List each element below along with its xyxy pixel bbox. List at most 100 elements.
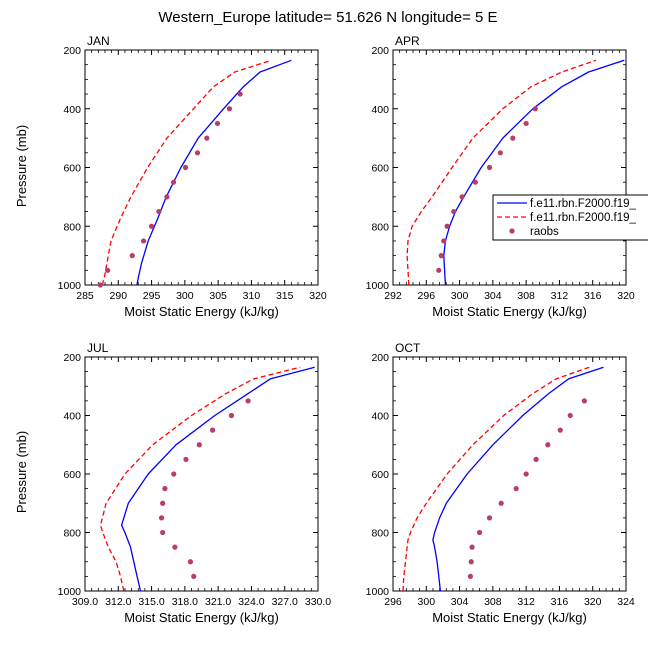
x-tick-label: 315.0 <box>138 596 164 608</box>
raobs-point <box>162 486 168 492</box>
raobs-point <box>459 194 465 200</box>
raobs-point <box>451 208 457 215</box>
x-axis-label: Moist Static Energy (kJ/kg) <box>124 304 279 319</box>
raobs-point <box>148 223 155 229</box>
x-tick-label: 324.0 <box>238 596 264 608</box>
y-tick-label: 1000 <box>58 586 82 598</box>
x-tick-label: 300 <box>451 290 469 302</box>
x-tick-label: 304 <box>484 290 502 302</box>
x-tick-label: 316 <box>584 290 602 302</box>
y-tick-label: 400 <box>371 104 389 116</box>
raobs-point <box>160 500 166 506</box>
panels-group: JAN 285 290 295 300 305 310 315 320 200 400 600 800 1… <box>58 34 635 625</box>
raobs-point <box>444 223 450 229</box>
x-tick-label: 312.0 <box>105 596 131 608</box>
raobs-point <box>497 150 503 156</box>
legend-label-raobs: raobs <box>530 226 559 238</box>
x-tick-label: 285 <box>76 290 94 302</box>
raobs-point <box>172 544 178 550</box>
panel-oct: OCT 296 300 304 308 312 316 320 324 200 400 600 800 1… <box>366 341 635 625</box>
raobs-point <box>532 106 538 112</box>
raobs-point <box>476 529 483 536</box>
x-tick-label: 295 <box>143 290 161 302</box>
x-axis-label: Moist Static Energy (kJ/kg) <box>124 610 279 625</box>
raobs-point <box>545 442 551 448</box>
series-line-dashed <box>101 59 272 286</box>
plot-frame <box>84 356 319 592</box>
x-tick-label: 315 <box>276 290 294 302</box>
legend-label-model2: f.e11.rbn.F2000.f19_ <box>530 212 637 224</box>
raobs-point <box>171 471 177 477</box>
y-tick-label: 800 <box>63 221 81 233</box>
raobs-point <box>567 412 573 419</box>
plot-frame <box>392 356 627 592</box>
y-axis-label-bottom: Pressure (mb) <box>14 431 29 513</box>
x-tick-label: 300 <box>176 290 194 302</box>
y-tick-label: 600 <box>371 163 389 175</box>
panel-title: JUL <box>87 341 109 355</box>
raobs-point <box>194 150 201 156</box>
x-tick-label: 296 <box>418 290 436 302</box>
y-tick-label: 1000 <box>366 280 390 292</box>
x-tick-label: 305 <box>209 290 227 302</box>
x-tick-label: 312 <box>551 290 569 302</box>
y-tick-label: 1000 <box>366 586 390 598</box>
y-tick-label: 800 <box>371 221 389 233</box>
y-tick-label: 400 <box>371 411 389 423</box>
y-tick-label: 600 <box>63 163 81 175</box>
raobs-point <box>228 412 235 419</box>
x-tick-label: 304 <box>451 596 469 608</box>
raobs-point <box>472 179 478 185</box>
y-tick-label: 200 <box>371 352 389 364</box>
raobs-point <box>468 559 474 565</box>
x-tick-label: 309.0 <box>72 596 98 608</box>
figure-title: Western_Europe latitude= 51.626 N longit… <box>158 9 497 26</box>
raobs-point <box>97 282 103 288</box>
panel-jan: JAN 285 290 295 300 305 310 315 320 200 400 600 800 1… <box>58 34 327 319</box>
y-tick-label: 200 <box>371 45 389 57</box>
legend-label-model1: f.e11.rbn.F2000.f19_ <box>530 198 637 210</box>
x-tick-label: 308 <box>517 290 535 302</box>
raobs-point <box>557 427 563 433</box>
raobs-point <box>226 106 233 112</box>
x-tick-label: 300 <box>418 596 436 608</box>
raobs-point <box>513 486 519 492</box>
series-line-dashed <box>99 366 301 592</box>
raobs-point <box>581 398 587 404</box>
legend: f.e11.rbn.F2000.f19_ f.e11.rbn.F2000.f19… <box>492 194 648 241</box>
panel-apr: APR 292 296 300 304 308 312 316 320 200 400 600 800 1… <box>366 34 635 319</box>
raobs-point <box>187 559 194 565</box>
raobs-point <box>441 238 447 244</box>
x-tick-label: 320 <box>617 290 635 302</box>
raobs-point <box>237 91 243 97</box>
raobs-point <box>196 442 202 448</box>
raobs-point <box>498 500 504 506</box>
series-line-solid <box>432 366 604 592</box>
raobs-point <box>436 267 442 273</box>
panel-jul: JUL 309.0 312.0 315.0 318.0 321.0 324.0 327.0 33… <box>58 341 332 625</box>
y-tick-label: 200 <box>63 352 81 364</box>
raobs-point <box>158 515 165 521</box>
raobs-point <box>156 208 162 215</box>
raobs-point <box>245 398 251 404</box>
panel-title: OCT <box>395 341 421 355</box>
x-tick-label: 292 <box>384 290 402 302</box>
raobs-point <box>191 573 197 579</box>
raobs-point <box>467 573 473 579</box>
raobs-point <box>182 164 189 171</box>
plot-frame <box>84 49 319 286</box>
panel-title: APR <box>395 34 420 48</box>
x-axis-label: Moist Static Energy (kJ/kg) <box>432 304 587 319</box>
raobs-point <box>209 427 216 433</box>
raobs-point <box>183 456 189 462</box>
series-line-solid <box>443 59 625 286</box>
raobs-point <box>105 267 111 273</box>
raobs-point <box>170 179 177 185</box>
x-tick-label: 327.0 <box>272 596 298 608</box>
x-tick-label: 310 <box>243 290 261 302</box>
raobs-point <box>140 238 147 244</box>
raobs-point <box>533 456 539 462</box>
y-axis-label-top: Pressure (mb) <box>14 125 29 207</box>
y-tick-label: 800 <box>63 528 81 540</box>
